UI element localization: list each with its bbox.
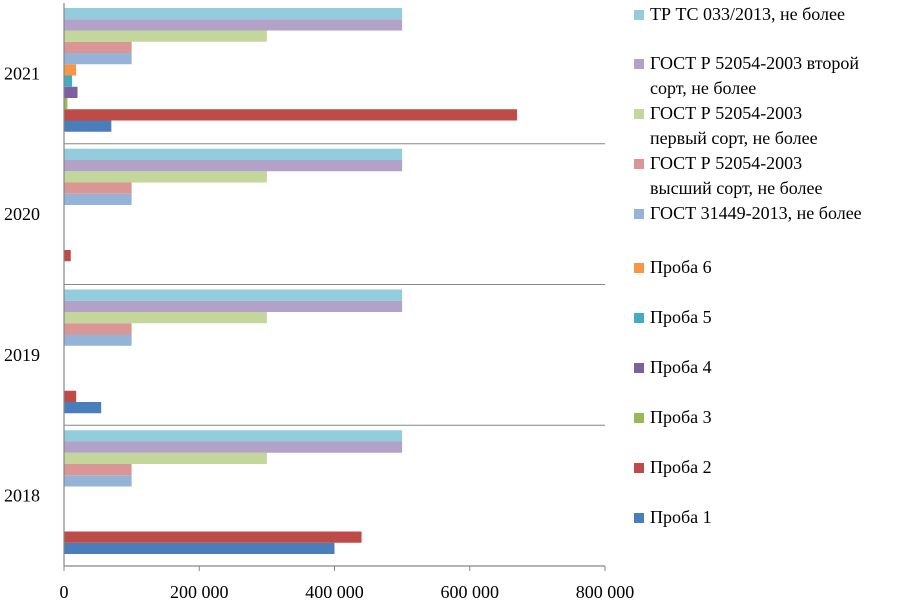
- bar: [64, 542, 335, 554]
- legend-label: Проба 2: [650, 457, 712, 477]
- bar: [64, 452, 267, 464]
- x-tick-label: 800 000: [576, 582, 635, 602]
- bar: [64, 531, 362, 543]
- bar: [64, 430, 403, 442]
- legend-swatch: [634, 109, 644, 119]
- bar: [64, 402, 102, 414]
- legend-label: Проба 5: [650, 307, 712, 327]
- legend-item: ГОСТ 31449-2013, не более: [634, 201, 862, 226]
- bar: [64, 312, 267, 324]
- bar: [64, 250, 71, 262]
- legend-label: ГОСТ Р 52054-2003 первый сорт, не более: [650, 103, 818, 148]
- bar: [64, 390, 77, 402]
- bar: [64, 475, 132, 487]
- legend-swatch: [634, 209, 644, 219]
- legend-item: ГОСТ Р 52054-2003 второй сорт, не более: [634, 51, 859, 101]
- bar: [64, 19, 403, 31]
- bar: [64, 300, 403, 312]
- legend-item: Проба 1: [634, 505, 712, 530]
- bar: [64, 75, 73, 87]
- legend-item: ГОСТ Р 52054-2003 первый сорт, не более: [634, 101, 818, 151]
- category-label: 2021: [4, 63, 40, 83]
- legend-item: Проба 5: [634, 305, 712, 330]
- legend-label: Проба 1: [650, 507, 712, 527]
- bar: [64, 8, 403, 20]
- category-label: 2020: [4, 204, 40, 224]
- legend-label: Проба 3: [650, 407, 712, 427]
- legend-label: ГОСТ Р 52054-2003 второй сорт, не более: [650, 53, 859, 98]
- bar: [64, 171, 267, 183]
- legend-item: Проба 4: [634, 355, 712, 380]
- legend-label: ГОСТ 31449-2013, не более: [650, 203, 862, 223]
- bar: [64, 182, 132, 194]
- legend-label: Проба 4: [650, 357, 712, 377]
- legend-swatch: [634, 159, 644, 169]
- bar: [64, 464, 132, 476]
- legend-swatch: [634, 59, 644, 69]
- legend-item: ГОСТ Р 52054-2003 высший сорт, не более: [634, 151, 822, 201]
- bar: [64, 41, 132, 53]
- legend-label: ТР ТС 033/2013, не более: [650, 4, 846, 24]
- x-tick-label: 0: [60, 582, 69, 602]
- legend-item: Проба 3: [634, 405, 712, 430]
- bar: [64, 120, 112, 132]
- bar: [64, 193, 132, 205]
- legend-swatch: [634, 413, 644, 423]
- x-tick-label: 200 000: [170, 582, 229, 602]
- bar: [64, 323, 132, 335]
- category-label: 2019: [4, 345, 40, 365]
- legend-swatch: [634, 10, 644, 20]
- legend-item: Проба 2: [634, 455, 712, 480]
- legend-swatch: [634, 363, 644, 373]
- bar: [64, 289, 403, 301]
- x-tick-label: 600 000: [441, 582, 500, 602]
- bar: [64, 148, 403, 160]
- x-tick-label: 400 000: [305, 582, 364, 602]
- bar: [64, 64, 77, 76]
- bar: [64, 98, 68, 110]
- bar: [64, 30, 267, 42]
- bar: [64, 109, 518, 121]
- bar: [64, 334, 132, 346]
- chart-legend: ТР ТС 033/2013, не более ГОСТ Р 52054-200…: [634, 0, 920, 560]
- legend-item: ТР ТС 033/2013, не более: [634, 2, 845, 27]
- legend-swatch: [634, 513, 644, 523]
- legend-swatch: [634, 263, 644, 273]
- legend-swatch: [634, 463, 644, 473]
- bar: [64, 441, 403, 453]
- legend-label: Проба 6: [650, 257, 712, 277]
- category-label: 2018: [4, 486, 40, 506]
- legend-swatch: [634, 313, 644, 323]
- bar: [64, 53, 132, 65]
- legend-item: Проба 6: [634, 255, 712, 280]
- bar: [64, 86, 78, 98]
- bar: [64, 160, 403, 172]
- legend-label: ГОСТ Р 52054-2003 высший сорт, не более: [650, 153, 823, 198]
